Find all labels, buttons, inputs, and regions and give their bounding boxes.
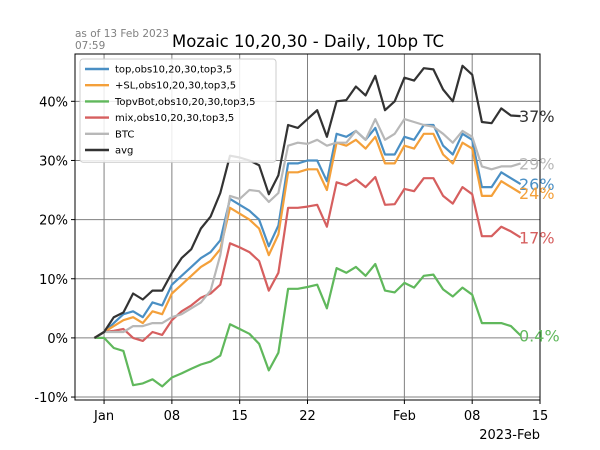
y-tick-label: 10%: [39, 273, 68, 288]
end-label-2: 0.4%: [519, 327, 560, 346]
x-tick-label: 15: [231, 409, 248, 424]
series-line-2: [94, 262, 522, 388]
x-tick-label: 08: [464, 409, 481, 424]
end-label-1: 24%: [519, 184, 555, 203]
end-label-5: 37%: [519, 107, 555, 126]
legend-entry-5: avg: [115, 146, 133, 157]
series-line-5: [93, 64, 521, 339]
x-tick-label: 08: [164, 409, 181, 424]
end-label-3: 17%: [519, 228, 555, 247]
series-lines: [93, 64, 522, 388]
series-line-4: [93, 117, 521, 339]
legend-entry-3: mix,obs10,20,30,top3,5: [115, 113, 234, 124]
series-line-0: [93, 123, 522, 339]
x-tick-label: 22: [299, 409, 316, 424]
y-tick-label: 30%: [39, 154, 68, 169]
legend-entry-0: top,obs10,20,30,top3,5: [115, 65, 232, 76]
x-offset-label: 2023-Feb: [479, 428, 540, 443]
as-of-time: 07:59: [75, 40, 105, 52]
axes: -10% 0% 10% 20% 30% 40% Jan 08 15 22 Feb 08 15: [34, 95, 548, 424]
chart-title: Mozaic 10,20,30 - Daily, 10bp TC: [172, 32, 444, 51]
end-labels: 26%24% 0.4% 17% 29% 37%: [519, 107, 560, 345]
y-tick-label: -10%: [34, 391, 68, 406]
y-tick-label: 40%: [39, 95, 68, 110]
legend: top,obs10,20,30,top3,5 +SL,obs10,20,30,to…: [79, 58, 277, 163]
legend-entry-4: BTC: [115, 129, 134, 140]
y-tick-label: 20%: [39, 214, 68, 229]
end-label-0: 26%: [519, 175, 555, 194]
end-label-4: 29%: [519, 154, 555, 173]
legend-entry-1: +SL,obs10,20,30,top3,5: [115, 81, 236, 92]
y-tick-label: 0%: [47, 332, 68, 347]
legend-entry-2: TopvBot,obs10,20,30,top3,5: [114, 97, 256, 108]
x-tick-label: Jan: [93, 409, 114, 424]
series-line-3: [93, 175, 522, 342]
legend-box: [79, 58, 277, 163]
as-of-date: as of 13 Feb 2023: [75, 28, 169, 40]
x-tick-label: Feb: [393, 409, 416, 424]
series-line-1: [93, 132, 522, 339]
x-tick-label: 15: [532, 409, 549, 424]
